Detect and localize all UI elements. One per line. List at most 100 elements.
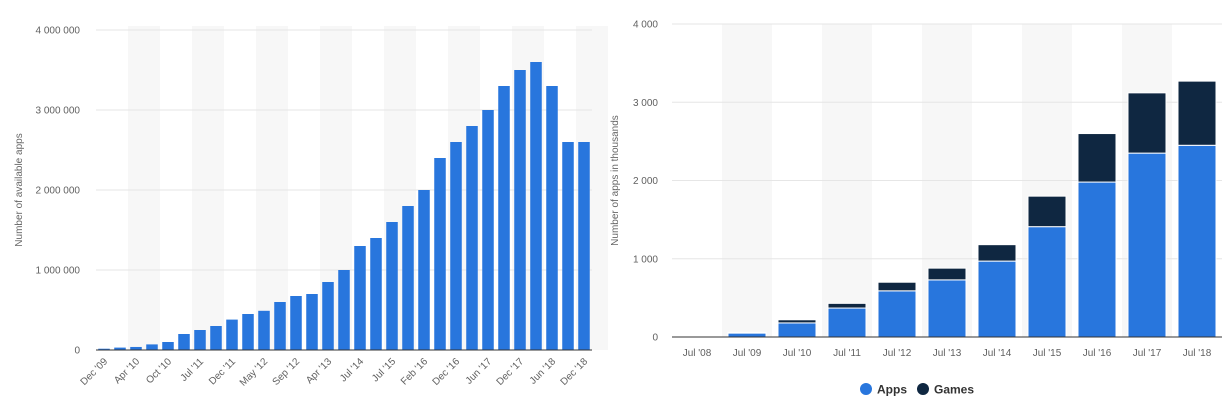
right-chart-bar-apps <box>1127 152 1167 338</box>
right-chart-y-tick-label: 2 000 <box>633 176 658 187</box>
right-chart-bar-apps <box>727 332 767 338</box>
right-chart-x-tick-label: Jul '13 <box>933 348 962 359</box>
left-chart-x-tick-label: Dec '16 <box>431 356 463 388</box>
right-chart-bar-apps <box>1027 226 1067 338</box>
right-chart-bar-games <box>1027 195 1067 228</box>
left-chart-x-tick-label: May '12 <box>238 356 271 389</box>
left-chart-bar <box>226 319 238 350</box>
left-chart-y-tick-label: 0 <box>74 346 80 357</box>
left-chart-x-tick-label: Oct '10 <box>144 356 174 386</box>
left-chart-y-tick-label: 2 000 000 <box>36 186 81 197</box>
right-chart-bar-apps <box>827 307 867 338</box>
right-chart-legend: Apps Games <box>860 383 974 397</box>
left-chart-bar <box>562 142 574 350</box>
left-chart-bar <box>386 222 398 350</box>
left-chart-bar <box>450 142 462 350</box>
right-chart-bar-apps <box>1177 144 1217 338</box>
right-chart-x-tick-label: Jul '16 <box>1083 348 1112 359</box>
right-chart-bar-games <box>827 302 867 309</box>
left-chart-bar <box>370 238 382 350</box>
right-chart-y-tick-label: 0 <box>652 333 658 344</box>
left-chart-y-tick-label: 1 000 000 <box>36 266 81 277</box>
right-chart-x-tick-label: Jul '12 <box>883 348 912 359</box>
left-chart-bar <box>242 314 254 350</box>
left-chart-bar <box>530 62 542 350</box>
left-chart-x-tick-label: Dec '11 <box>207 356 238 387</box>
left-chart-bar <box>98 348 110 350</box>
right-chart-bar-apps <box>777 322 817 338</box>
right-chart-bar-games <box>927 267 967 281</box>
left-chart-bar <box>402 206 414 350</box>
right-chart-bar-apps <box>927 279 967 338</box>
left-chart-bar <box>498 86 510 350</box>
right-chart-y-tick-label: 3 000 <box>633 98 658 109</box>
left-chart-band <box>128 26 160 350</box>
legend-label-games[interactable]: Games <box>934 383 974 397</box>
right-chart-x-tick-label: Jul '14 <box>983 348 1012 359</box>
left-chart-bar <box>258 310 270 350</box>
right-chart-bar-games <box>1177 80 1217 146</box>
left-chart-bar <box>194 330 206 350</box>
left-chart-bar <box>290 296 302 350</box>
left-chart-bar <box>162 342 174 350</box>
left-chart-bar <box>578 142 590 350</box>
left-chart-bar <box>514 70 526 350</box>
left-chart-x-tick-label: Feb '16 <box>399 356 430 387</box>
right-chart-bar-games <box>1077 133 1117 183</box>
left-chart-bar <box>338 270 350 350</box>
left-chart-y-tick-label: 4 000 000 <box>36 26 81 37</box>
left-chart-bar <box>482 110 494 350</box>
right-chart-y-tick-label: 4 000 <box>633 20 658 31</box>
right-chart-x-tick-label: Jul '15 <box>1033 348 1062 359</box>
left-chart-bar <box>114 347 126 350</box>
right-chart-x-tick-label: Jul '18 <box>1183 348 1212 359</box>
legend-label-apps[interactable]: Apps <box>877 383 907 397</box>
left-chart-band <box>256 26 288 350</box>
right-chart-x-tick-label: Jul '10 <box>783 348 812 359</box>
legend-marker-games-icon[interactable] <box>917 383 929 395</box>
right-chart-x-tick-label: Jul '17 <box>1133 348 1162 359</box>
left-chart-x-tick-label: Dec '17 <box>495 356 527 388</box>
left-chart-bar <box>418 190 430 350</box>
right-chart-bar-games <box>877 281 917 292</box>
left-chart-x-tick-label: Jul '11 <box>179 356 207 384</box>
left-chart-bar <box>274 302 286 350</box>
right-chart-bar-games <box>777 319 817 324</box>
left-chart-bar <box>322 282 334 350</box>
right-chart-bar-apps <box>877 290 917 338</box>
left-chart-x-tick-label: Dec '18 <box>559 356 591 388</box>
left-chart-bar <box>146 344 158 350</box>
right-chart-bar-games <box>977 244 1017 262</box>
right-chart-x-tick-label: Jul '09 <box>733 348 762 359</box>
left-chart-band <box>192 26 224 350</box>
left-chart-x-tick-label: Apr '10 <box>112 356 142 386</box>
left-chart-bar <box>546 86 558 350</box>
left-chart-bar <box>130 346 142 350</box>
right-chart-x-tick-label: Jul '08 <box>683 348 712 359</box>
left-chart-bar <box>354 246 366 350</box>
right-chart-bar-games <box>1127 92 1167 154</box>
left-chart-y-axis-title: Number of available apps <box>14 133 25 246</box>
left-chart-bar <box>178 334 190 350</box>
left-chart-bar <box>210 326 222 350</box>
left-chart-x-tick-label: Jun '18 <box>528 356 559 387</box>
right-chart-bar-apps <box>1077 181 1117 338</box>
left-chart-x-tick-label: Jul '15 <box>370 356 398 384</box>
left-chart-bar <box>466 126 478 350</box>
right-chart-bar-games <box>727 331 767 334</box>
left-chart-bar <box>306 294 318 350</box>
left-chart-bar <box>434 158 446 350</box>
left-chart-x-tick-label: Sep '12 <box>271 356 303 388</box>
left-chart-x-tick-label: Jul '14 <box>338 356 366 384</box>
left-chart-x-tick-label: Dec '09 <box>79 356 111 388</box>
left-chart-x-tick-label: Jun '17 <box>464 356 495 387</box>
right-chart-y-axis-title: Number of apps in thousands <box>610 115 621 246</box>
right-chart: 0 1 000 2 000 3 000 4 000 Jul '08 Jul '09 Jul '… <box>610 20 1222 397</box>
left-chart-y-tick-label: 3 000 000 <box>36 106 81 117</box>
legend-marker-apps-icon[interactable] <box>860 383 872 395</box>
right-chart-x-tick-label: Jul '11 <box>833 348 861 359</box>
left-chart: 0 1 000 000 2 000 000 3 000 000 4 000 000 Dec… <box>14 26 608 389</box>
right-chart-y-tick-label: 1 000 <box>633 254 658 265</box>
